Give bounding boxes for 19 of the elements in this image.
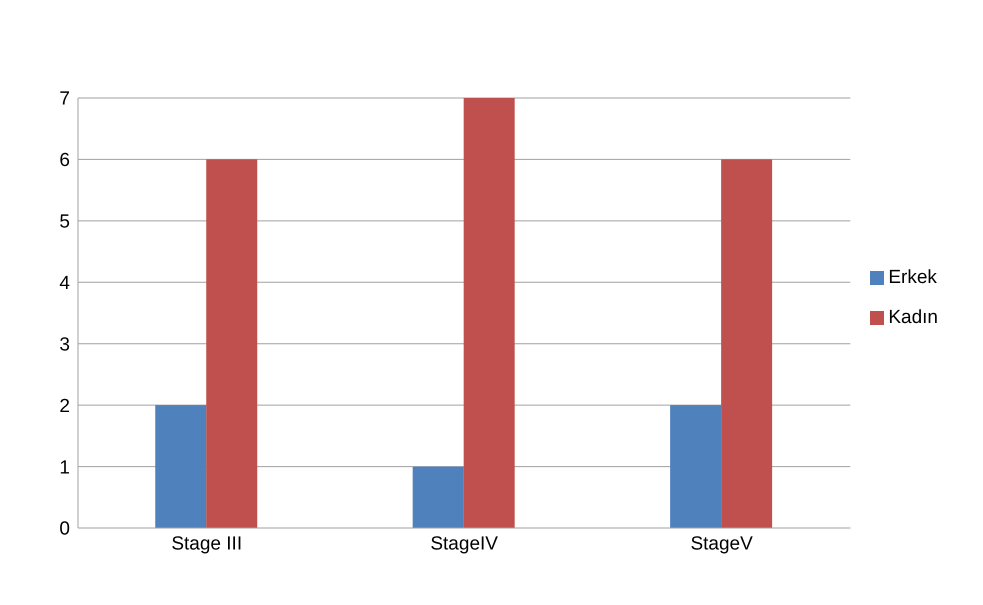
y-tick-label: 7 bbox=[59, 88, 70, 110]
legend-label: Erkek bbox=[888, 267, 937, 288]
y-tick-label: 4 bbox=[59, 273, 70, 294]
y-tick-label: 6 bbox=[59, 150, 70, 172]
x-tick-label: Stage III bbox=[171, 533, 242, 554]
legend-label: Kadın bbox=[888, 307, 938, 328]
bar bbox=[670, 405, 722, 528]
y-tick-label: 3 bbox=[59, 334, 70, 356]
bar bbox=[412, 466, 464, 528]
bar bbox=[155, 405, 206, 528]
x-tick-label: StageV bbox=[690, 533, 754, 554]
y-tick-label: 1 bbox=[59, 457, 70, 478]
y-tick-label: 5 bbox=[59, 212, 70, 233]
y-tick-label: 2 bbox=[59, 396, 70, 417]
x-tick-label: StageIV bbox=[430, 533, 498, 554]
y-tick-label: 0 bbox=[59, 518, 70, 540]
bar bbox=[206, 159, 258, 528]
bar bbox=[464, 98, 515, 528]
bar bbox=[721, 159, 772, 528]
